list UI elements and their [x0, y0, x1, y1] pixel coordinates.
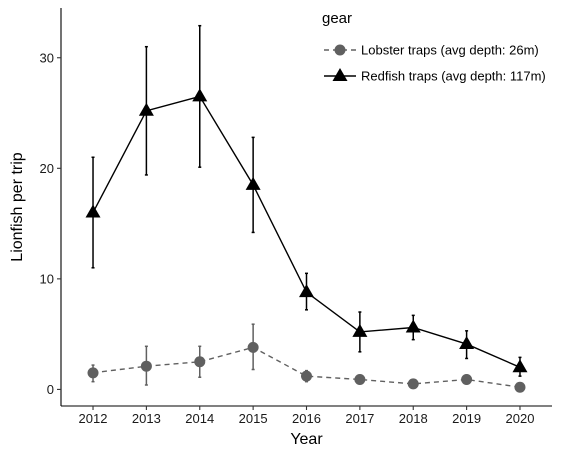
legend-triangle-marker [332, 67, 348, 81]
series-lobster-traps [87, 323, 526, 393]
x-tick-label: 2015 [239, 411, 268, 426]
legend: gear Lobster traps (avg depth: 26m) Redfis… [322, 10, 546, 84]
x-axis-title: Year [290, 431, 323, 448]
data-point [85, 204, 101, 218]
x-tick-label: 2012 [79, 411, 108, 426]
legend-item: Lobster traps (avg depth: 26m) [324, 43, 539, 58]
data-point [407, 378, 419, 390]
data-point [247, 341, 259, 353]
data-point [461, 373, 473, 385]
legend-label: Redfish traps (avg depth: 117m) [361, 69, 546, 84]
legend-circle-marker [334, 44, 346, 56]
x-tick-label: 2013 [132, 411, 161, 426]
x-tick-label: 2014 [185, 411, 214, 426]
series-redfish-traps [85, 24, 528, 377]
series-layer [85, 24, 528, 393]
data-point [301, 370, 312, 382]
y-tick-label: 20 [40, 161, 54, 176]
x-tick-label: 2017 [345, 411, 374, 426]
data-point [459, 336, 475, 350]
x-tick-label: 2019 [452, 411, 481, 426]
data-point [245, 176, 261, 190]
data-point [514, 381, 526, 393]
data-point [140, 360, 152, 372]
x-tick-label: 2016 [292, 411, 321, 426]
data-point [194, 356, 206, 368]
data-point [405, 319, 421, 333]
data-point [354, 373, 366, 385]
data-point [299, 284, 314, 298]
data-point [138, 102, 154, 116]
legend-label: Lobster traps (avg depth: 26m) [361, 43, 539, 58]
data-point [352, 323, 368, 337]
series-line [92, 95, 521, 368]
x-tick-label: 2018 [399, 411, 428, 426]
y-tick-label: 30 [40, 50, 54, 65]
data-point [192, 88, 208, 102]
axes: 0 10 20 30 2012 2013 2014 2015 2016 2017 2018 2019 2… [9, 8, 552, 448]
legend-item: Redfish traps (avg depth: 117m) [324, 67, 546, 84]
y-tick-label: 0 [47, 382, 54, 397]
data-point [512, 359, 528, 373]
legend-title: gear [322, 10, 352, 27]
data-point [87, 367, 99, 379]
y-tick-label: 10 [40, 271, 54, 286]
y-axis-title: Lionfish per trip [9, 152, 26, 261]
x-tick-label: 2020 [506, 411, 535, 426]
